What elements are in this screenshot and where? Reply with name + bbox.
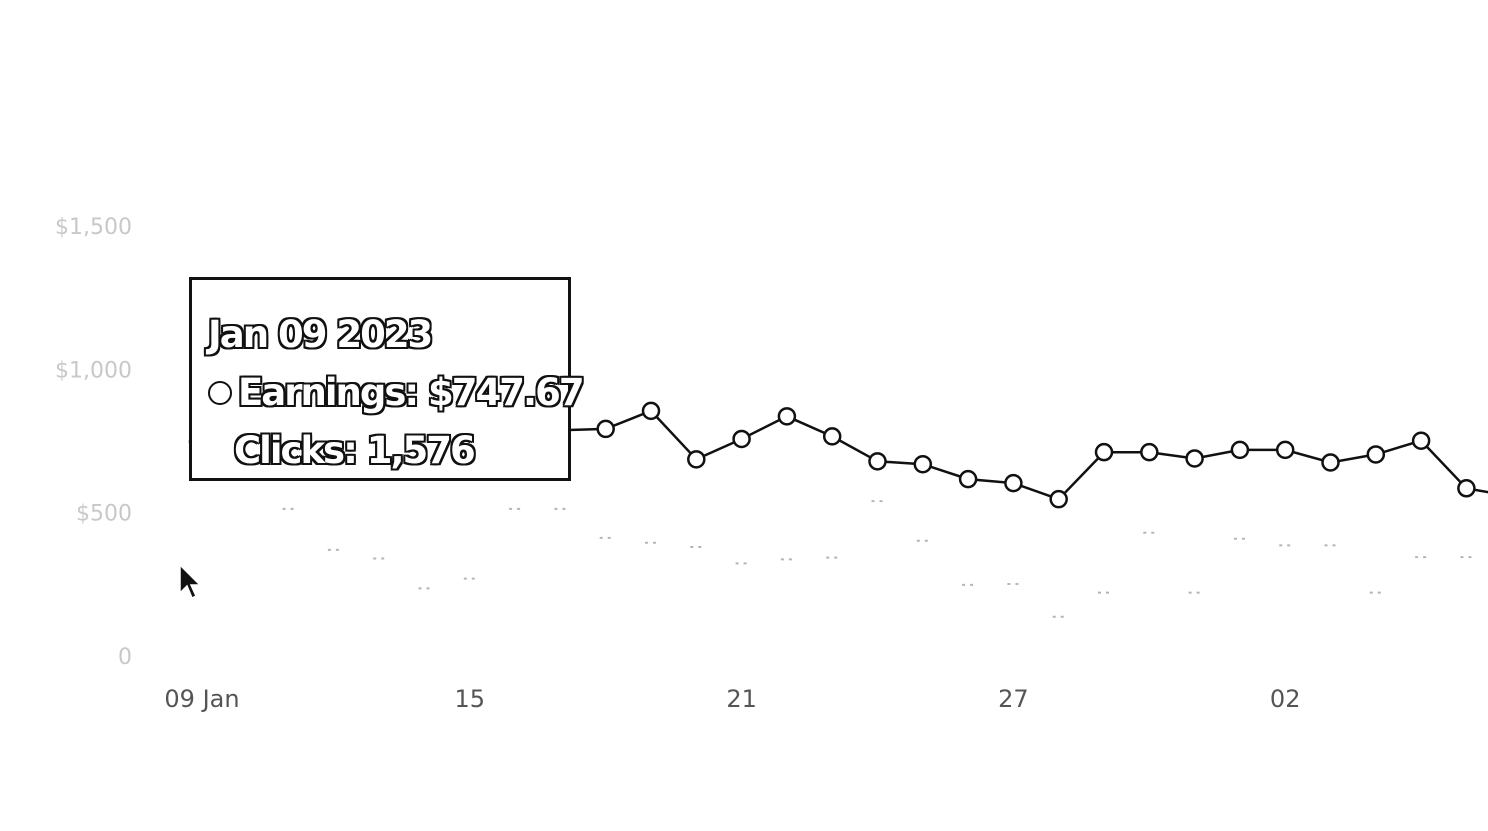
earnings-point[interactable] (1411, 431, 1431, 450)
y-tick-label: $1,500 (55, 215, 132, 240)
earnings-point[interactable] (1140, 442, 1159, 462)
chart-tooltip: Jan 09 2023 Earnings: $747.67 Clicks: 1,… (189, 277, 585, 481)
earnings-point[interactable] (777, 407, 797, 426)
earnings-marker-icon (208, 381, 232, 405)
earnings-point[interactable] (1004, 473, 1023, 493)
earnings-point[interactable] (958, 469, 978, 489)
earnings-point[interactable] (913, 454, 933, 474)
y-tick-label: $500 (76, 502, 132, 527)
y-tick-label: 0 (118, 645, 132, 670)
x-tick-label: 15 (455, 685, 486, 713)
earnings-point[interactable] (1275, 440, 1295, 460)
earnings-point[interactable] (687, 450, 706, 469)
clicks-marker-icon (208, 441, 228, 461)
earnings-point[interactable] (1049, 489, 1068, 509)
tooltip-clicks-row: Clicks: 1,576 (208, 422, 568, 480)
earnings-point[interactable] (596, 419, 615, 439)
tooltip-clicks: Clicks: 1,576 (234, 429, 476, 472)
earnings-line (197, 409, 1488, 501)
earnings-point[interactable] (732, 429, 751, 449)
tooltip-earnings: Earnings: $747.67 (238, 371, 585, 414)
earnings-point[interactable] (1185, 449, 1204, 468)
x-tick-label: 09 Jan (164, 685, 239, 713)
x-tick-label: 21 (726, 685, 757, 713)
x-tick-label: 02 (1270, 685, 1301, 713)
y-axis-ticks: $1,500 $1,000 $500 0 (55, 215, 132, 670)
clicks-series (282, 500, 1473, 618)
earnings-point[interactable] (1366, 445, 1386, 464)
y-tick-label: $1,000 (55, 358, 132, 383)
mouse-cursor-icon (179, 563, 202, 600)
earnings-point[interactable] (641, 401, 661, 421)
earnings-point[interactable] (868, 452, 887, 471)
x-axis-ticks: 09 Jan 15 21 27 02 (164, 685, 1300, 713)
earnings-point[interactable] (1321, 453, 1340, 472)
earnings-point[interactable] (1457, 479, 1476, 498)
earnings-point[interactable] (822, 427, 842, 446)
tooltip-earnings-row: Earnings: $747.67 (208, 364, 585, 422)
earnings-point[interactable] (1094, 442, 1114, 462)
earnings-point[interactable] (1230, 440, 1250, 460)
tooltip-date: Jan 09 2023 (208, 313, 433, 356)
x-tick-label: 27 (998, 685, 1029, 713)
